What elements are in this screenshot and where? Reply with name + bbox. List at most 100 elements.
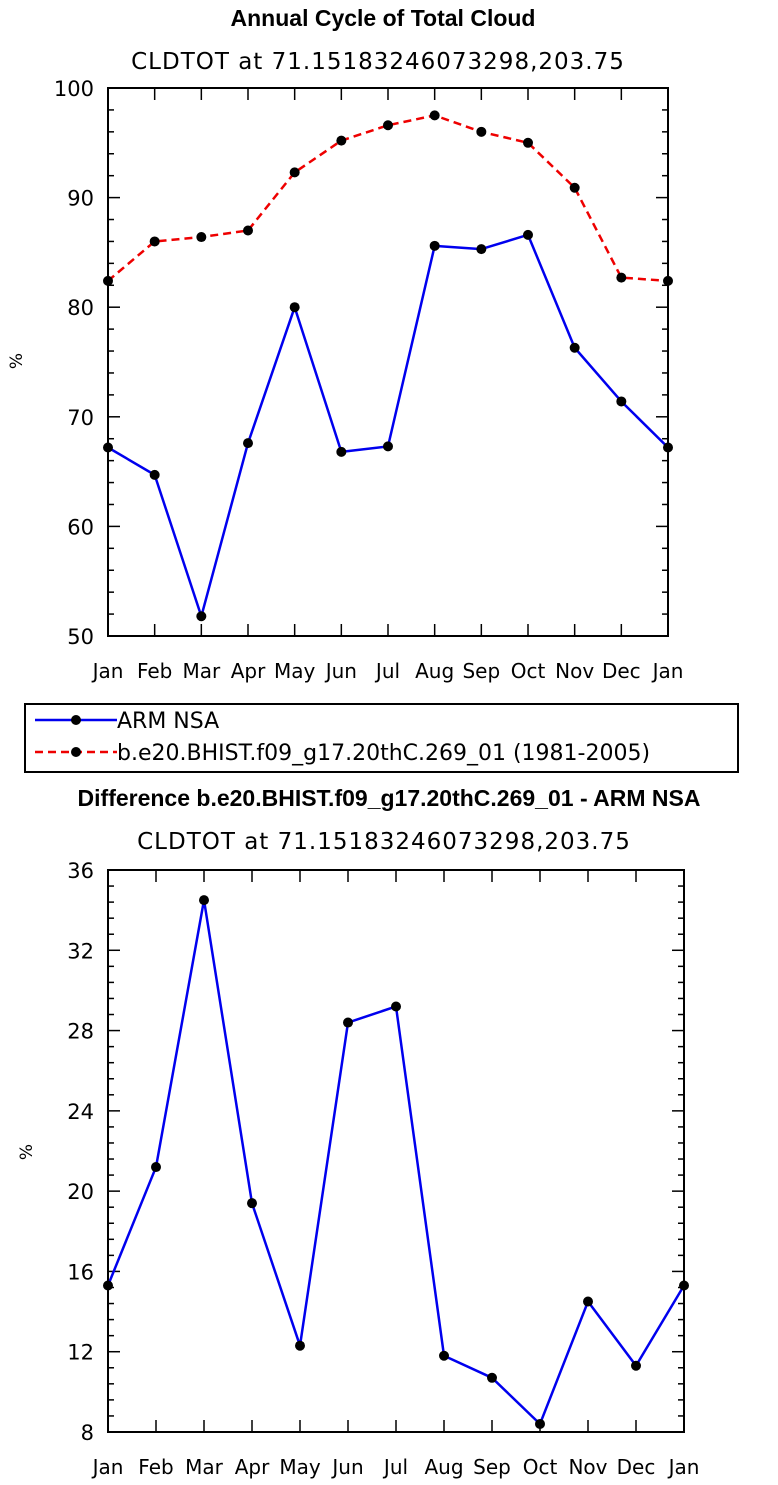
data-point (149, 236, 160, 247)
chart-title: Annual Cycle of Total Cloud (231, 5, 536, 31)
x-tick-label: Jan (667, 1455, 700, 1479)
data-point (243, 438, 253, 449)
legend-item-model: b.e20.BHIST.f09_g17.20thC.269_01 (1981-2… (35, 741, 650, 766)
data-point (383, 441, 393, 452)
x-tick-label: Feb (137, 659, 172, 683)
x-tick-label: Aug (424, 1455, 463, 1479)
y-tick-label: 32 (67, 939, 94, 963)
data-point (391, 1001, 401, 1012)
x-tick-label: Mar (185, 1455, 224, 1479)
x-tick-label: Jul (374, 659, 400, 683)
y-tick-label: 36 (67, 859, 94, 883)
data-point (523, 137, 533, 148)
x-tick-label: Jun (324, 659, 357, 683)
data-point (616, 396, 627, 407)
y-tick-label: 80 (67, 296, 94, 320)
x-tick-label: Jan (91, 1455, 124, 1479)
legend-marker-model (71, 747, 81, 757)
y-tick-label: 70 (67, 406, 94, 430)
data-point (535, 1418, 545, 1429)
data-point (103, 275, 113, 286)
series-0 (103, 895, 689, 1429)
data-point (295, 1340, 305, 1351)
x-tick-label: Jun (330, 1455, 363, 1479)
data-point (149, 469, 160, 480)
data-point (429, 110, 440, 121)
data-point (247, 1198, 257, 1209)
series-line (107, 114, 669, 283)
data-point (199, 895, 209, 906)
axes: 8 12 16 20 24 28 32 36 Jan Feb Mar Apr May Jun Jul Aug S… (67, 859, 699, 1479)
chart-subtitle: CLDTOT at 71.15183246073298,203.75 (131, 49, 625, 75)
x-tick-label: Aug (415, 659, 454, 683)
data-point (289, 302, 300, 313)
legend-marker-arm-nsa (71, 715, 81, 725)
data-point (343, 1017, 353, 1028)
x-tick-label: Nov (555, 659, 594, 683)
x-tick-label: Sep (473, 1455, 511, 1479)
y-tick-label: 90 (67, 187, 94, 211)
y-tick-label: 24 (67, 1100, 94, 1124)
y-tick-label: 28 (67, 1020, 94, 1044)
data-point (196, 232, 207, 243)
plot-frame (107, 87, 669, 637)
data-point (631, 1360, 641, 1371)
chart-title: Difference b.e20.BHIST.f09_g17.20thC.269… (78, 785, 701, 811)
data-point (569, 182, 580, 193)
data-point (583, 1296, 593, 1307)
x-tick-label: Jan (91, 659, 124, 683)
y-axis-label: % (7, 353, 27, 369)
y-tick-label: 8 (81, 1421, 94, 1445)
data-point (103, 442, 113, 453)
data-point (476, 126, 487, 137)
data-point (196, 611, 207, 622)
x-tick-label: Sep (462, 659, 500, 683)
x-tick-label: Feb (138, 1455, 173, 1479)
series-line (107, 233, 669, 618)
x-tick-label: Dec (602, 659, 641, 683)
axes: 50 60 70 80 90 100 Jan Feb Mar Apr May Jun Jul Aug Sep… (54, 77, 684, 683)
x-tick-label: May (274, 659, 316, 683)
x-tick-label: May (279, 1455, 321, 1479)
legend-item-arm-nsa: ARM NSA (35, 709, 219, 734)
series-line (106, 898, 686, 1426)
data-point (243, 225, 253, 236)
y-tick-label: 100 (54, 77, 94, 101)
y-axis-label: % (17, 1144, 37, 1160)
y-tick-label: 60 (67, 515, 94, 539)
data-point (289, 167, 300, 178)
x-tick-label: Apr (235, 1455, 270, 1479)
legend-label-model: b.e20.BHIST.f09_g17.20thC.269_01 (1981-2… (117, 741, 650, 766)
x-tick-label: Apr (231, 659, 266, 683)
x-tick-label: Dec (617, 1455, 656, 1479)
data-point (429, 240, 440, 251)
data-point (487, 1372, 497, 1383)
legend: ARM NSA b.e20.BHIST.f09_g17.20thC.269_01… (24, 703, 739, 773)
y-tick-label: 12 (67, 1341, 94, 1365)
data-point (439, 1350, 449, 1361)
annual-cycle-chart: Annual Cycle of Total Cloud CLDTOT at 71… (7, 5, 683, 683)
data-point (679, 1280, 689, 1291)
data-point (151, 1162, 161, 1173)
x-tick-label: Oct (511, 659, 546, 683)
data-point (569, 342, 580, 353)
chart-subtitle: CLDTOT at 71.15183246073298,203.75 (137, 829, 631, 855)
data-point (616, 272, 627, 283)
data-point (336, 135, 347, 146)
x-tick-label: Mar (182, 659, 221, 683)
legend-label-arm-nsa: ARM NSA (117, 709, 219, 734)
x-tick-label: Jul (382, 1455, 408, 1479)
data-point (523, 229, 533, 240)
data-point (663, 275, 673, 286)
legend-box (24, 703, 739, 773)
y-tick-label: 50 (67, 625, 94, 649)
x-tick-label: Nov (568, 1455, 607, 1479)
y-tick-label: 20 (67, 1180, 94, 1204)
data-point (663, 442, 673, 453)
data-point (476, 244, 487, 255)
series-1 (103, 110, 673, 286)
data-point (103, 1280, 113, 1291)
y-tick-label: 16 (67, 1260, 94, 1284)
data-point (336, 446, 347, 457)
